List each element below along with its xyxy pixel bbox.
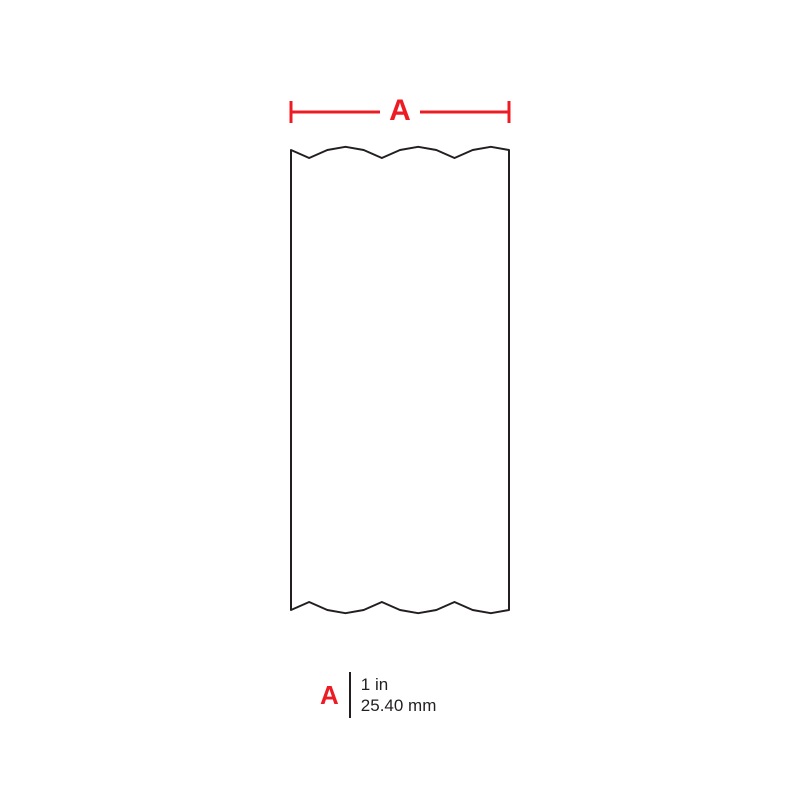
legend-value-inches: 1 in bbox=[361, 674, 437, 695]
dimension-label-a: A bbox=[387, 94, 413, 128]
legend-letter-a: A bbox=[320, 680, 339, 711]
legend-value-mm: 25.40 mm bbox=[361, 695, 437, 716]
label-shape bbox=[291, 147, 509, 613]
legend-divider bbox=[349, 672, 351, 718]
dimension-diagram: A A 1 in 25.40 mm bbox=[0, 0, 800, 800]
dimension-legend: A 1 in 25.40 mm bbox=[320, 672, 436, 718]
